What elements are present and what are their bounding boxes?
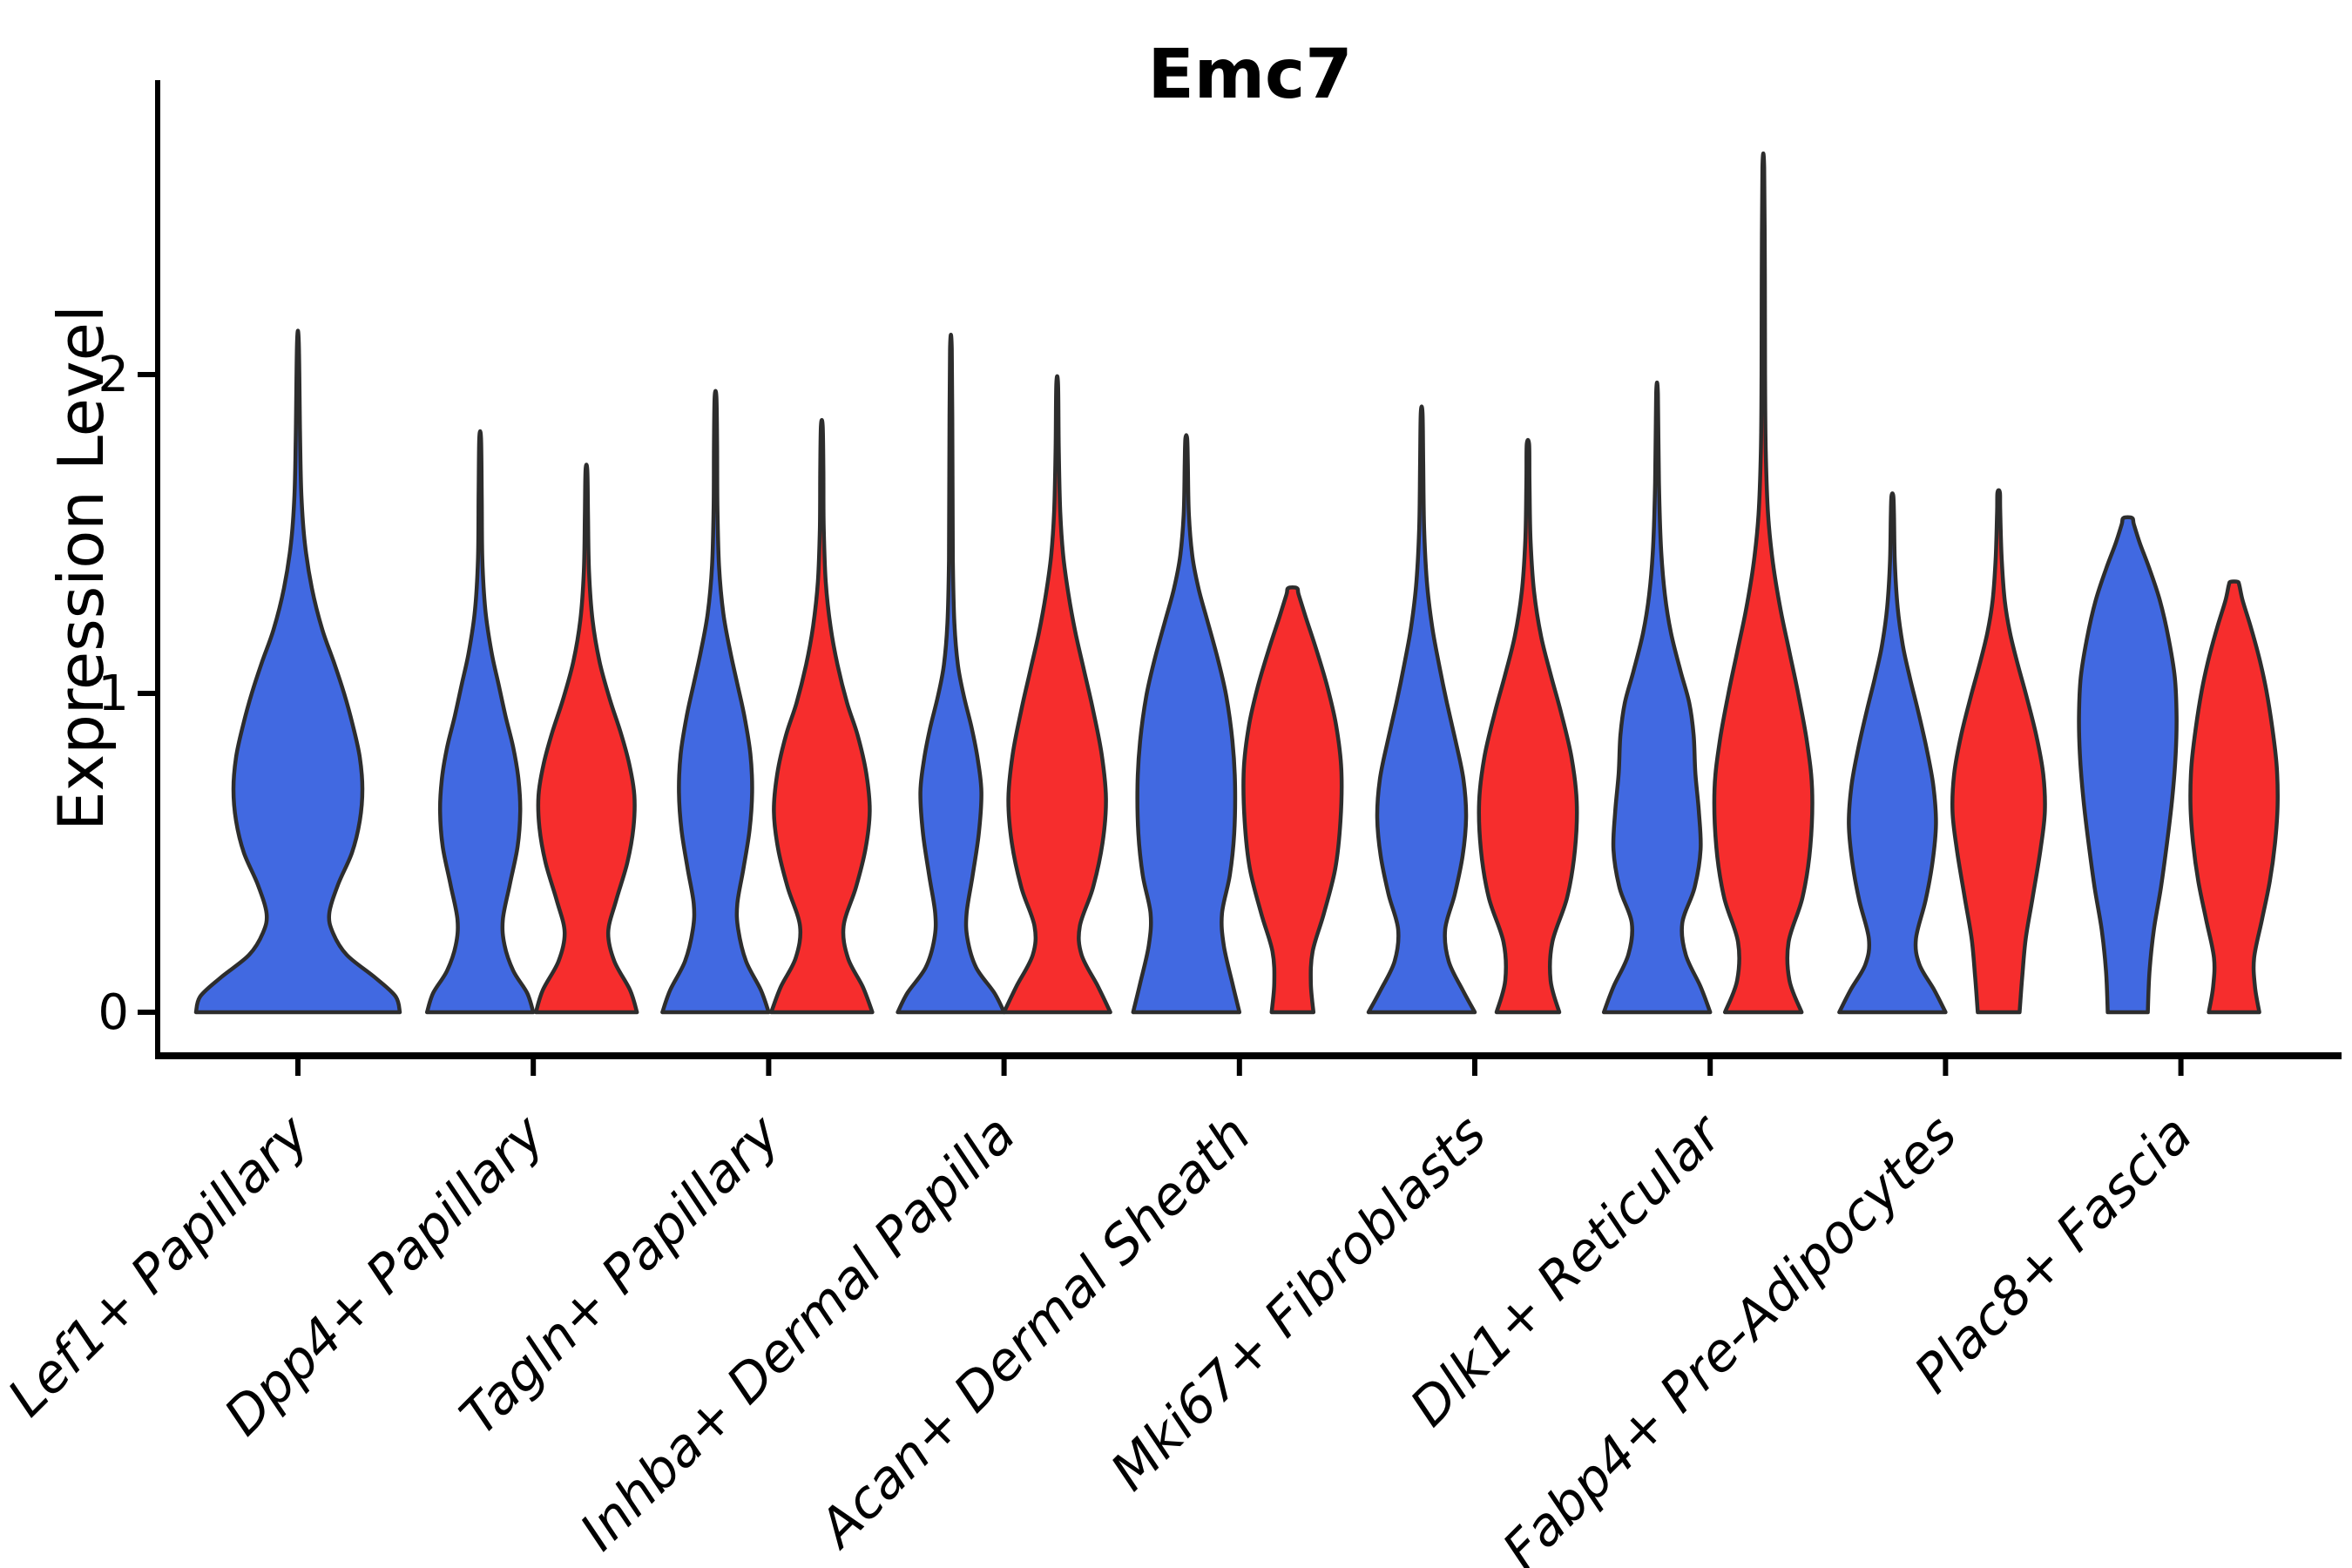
y-ticks-group: 0 1 2 — [98, 347, 158, 1041]
violins-group — [193, 151, 2280, 1015]
violin-red-plac8 — [2188, 579, 2280, 1015]
violin-blue-plac8 — [2077, 515, 2179, 1015]
violin-blue-lef1 — [193, 328, 402, 1015]
violin-blue-tagln — [660, 389, 771, 1015]
violin-blue-mki67 — [1366, 404, 1477, 1015]
y-tick-label: 0 — [98, 984, 129, 1041]
y-tick-label: 2 — [98, 347, 129, 403]
violin-red-dlk1 — [1712, 151, 1815, 1015]
x-tick-label: Fabp4+ Pre-Adipocytes — [1491, 1104, 1969, 1568]
violin-red-mki67 — [1477, 437, 1579, 1015]
violin-blue-inhba — [896, 333, 1006, 1015]
y-axis-label: Expression Level — [44, 305, 118, 831]
violin-blue-fabp4 — [1837, 491, 1948, 1015]
violin-red-acan — [1241, 585, 1344, 1015]
violin-blue-dpp4 — [424, 429, 536, 1015]
chart-title: Emc7 — [1147, 36, 1352, 114]
x-tick-label: Inhba+ Dermal Papilla — [569, 1104, 1027, 1562]
y-tick-label: 1 — [98, 666, 129, 722]
violin-red-inhba — [1002, 374, 1112, 1015]
violin-red-dpp4 — [533, 463, 639, 1015]
x-tick-label: Acan+ Dermal Sheath — [806, 1104, 1263, 1561]
violin-red-fabp4 — [1950, 488, 2047, 1015]
violin-red-tagln — [769, 417, 875, 1015]
violin-blue-dlk1 — [1601, 380, 1713, 1015]
violin-blue-acan — [1131, 433, 1242, 1015]
